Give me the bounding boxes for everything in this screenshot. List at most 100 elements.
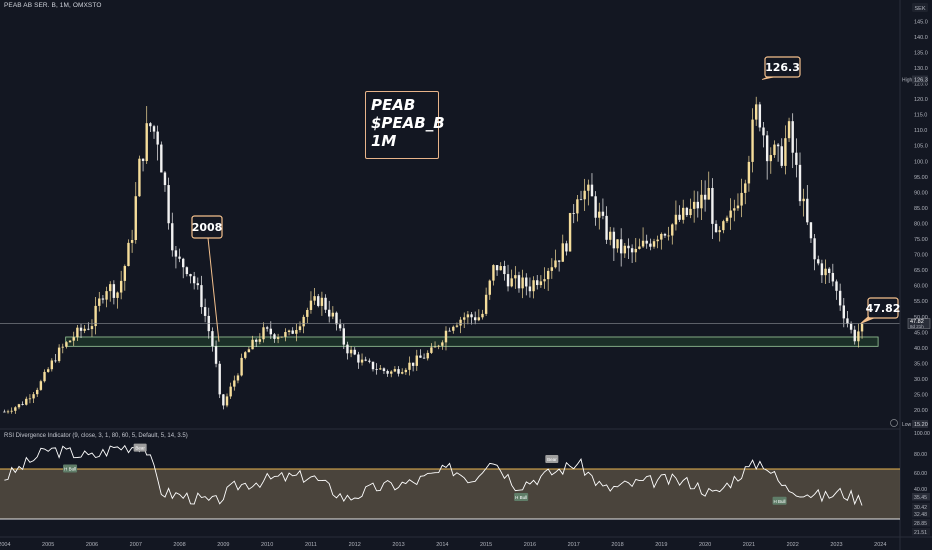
time-axis: 2004 2005 2006 2007 2008 2009 2010 2011 2012 2013…: [0, 536, 932, 548]
callout-label: 47.82: [866, 302, 901, 315]
candle-body: [663, 233, 667, 236]
candle-body: [342, 328, 345, 345]
rsi-tick-label: 28.85: [914, 521, 927, 527]
candle-body: [346, 344, 349, 354]
candle-body: [156, 131, 159, 145]
candle-body: [755, 104, 758, 120]
candle-body: [284, 332, 287, 337]
settings-icon[interactable]: [890, 419, 898, 427]
candle-body: [353, 349, 356, 355]
rsi-divergence-badge: [545, 455, 559, 463]
candle-body: [349, 349, 353, 354]
time-tick-label: 2005: [42, 542, 54, 548]
candle-body: [400, 372, 404, 374]
candle-body: [455, 325, 459, 327]
candle-body: [61, 346, 64, 348]
candle-body: [470, 314, 473, 318]
candle-body: [244, 352, 247, 358]
callout-box: [867, 297, 899, 319]
candle-body: [265, 327, 269, 329]
time-tick-label: 2007: [130, 542, 142, 548]
candle-body: [652, 241, 656, 247]
candle-body: [375, 369, 378, 371]
candle-body: [386, 371, 389, 374]
info-line-1: PEAB: [371, 96, 416, 114]
candle-body: [138, 158, 141, 197]
candle-body: [817, 259, 820, 264]
candle-body: [579, 199, 583, 201]
candle-body: [218, 363, 221, 395]
price-tick-label: 50.00: [914, 315, 928, 321]
candle-body: [185, 267, 189, 275]
candle-body: [813, 238, 816, 260]
candle-body: [660, 233, 663, 240]
candle-body: [718, 230, 721, 233]
candle-body: [667, 235, 670, 237]
candle-body: [536, 280, 539, 286]
candle-body: [317, 296, 320, 306]
candle-body: [415, 355, 418, 366]
candle-body: [327, 309, 331, 317]
candle-body: [335, 312, 338, 325]
price-tick-label: 70.00: [914, 253, 928, 259]
rsi-divergence-label: H Bull: [515, 495, 527, 500]
rsi-tick-label: 40.00: [914, 487, 927, 493]
candle-body: [14, 407, 17, 411]
candle-body: [525, 277, 528, 287]
rsi-divergence-label: H Bull: [774, 499, 786, 504]
price-tick-label: 95.00: [914, 175, 928, 181]
candle-body: [258, 339, 262, 342]
time-tick-label: 2019: [655, 542, 667, 548]
candle-body: [422, 357, 426, 359]
candle-body: [700, 194, 703, 209]
candle-body: [809, 222, 813, 239]
candle-body: [492, 265, 495, 281]
candle-body: [605, 215, 608, 240]
countdown: 8d 21h: [910, 324, 924, 329]
candle-body: [725, 217, 729, 222]
candle-body: [98, 298, 101, 306]
candle-body: [28, 398, 32, 400]
candle-body: [65, 342, 68, 347]
candle-body: [273, 334, 276, 339]
candle-body: [638, 246, 641, 249]
high-label: High: [902, 77, 913, 83]
candlestick-series: [3, 96, 864, 414]
candle-body: [109, 284, 112, 292]
candle-body: [495, 265, 499, 271]
candle-body: [211, 331, 214, 347]
candle-body: [846, 318, 849, 324]
candle-body: [645, 240, 648, 244]
candle-body: [776, 144, 780, 147]
currency-badge: [912, 3, 928, 12]
candle-body: [338, 324, 342, 329]
candle-body: [178, 256, 181, 259]
candle-body: [309, 300, 313, 310]
candle-body: [269, 328, 273, 335]
price-tick-label: 55.00: [914, 299, 928, 305]
candle-body: [182, 258, 185, 268]
candle-body: [371, 361, 375, 370]
candle-body: [433, 346, 437, 348]
candle-body: [473, 317, 477, 321]
candle-body: [145, 123, 148, 162]
time-tick-label: 2018: [611, 542, 623, 548]
candle-body: [116, 292, 119, 298]
candle-body: [276, 337, 280, 339]
candle-body: [39, 381, 43, 390]
candle-body: [247, 349, 251, 353]
candle-body: [452, 326, 455, 331]
high-value: 126.3: [914, 77, 928, 83]
rsi-tick-badge: [912, 519, 930, 527]
candle-body: [255, 339, 258, 342]
price-tick-label: 75.00: [914, 237, 928, 243]
candle-body: [481, 313, 484, 318]
candle-body: [685, 207, 689, 216]
candle-body: [50, 360, 54, 370]
candle-body: [733, 208, 736, 211]
candle-body: [306, 309, 309, 317]
price-tick-label: 85.00: [914, 206, 928, 212]
